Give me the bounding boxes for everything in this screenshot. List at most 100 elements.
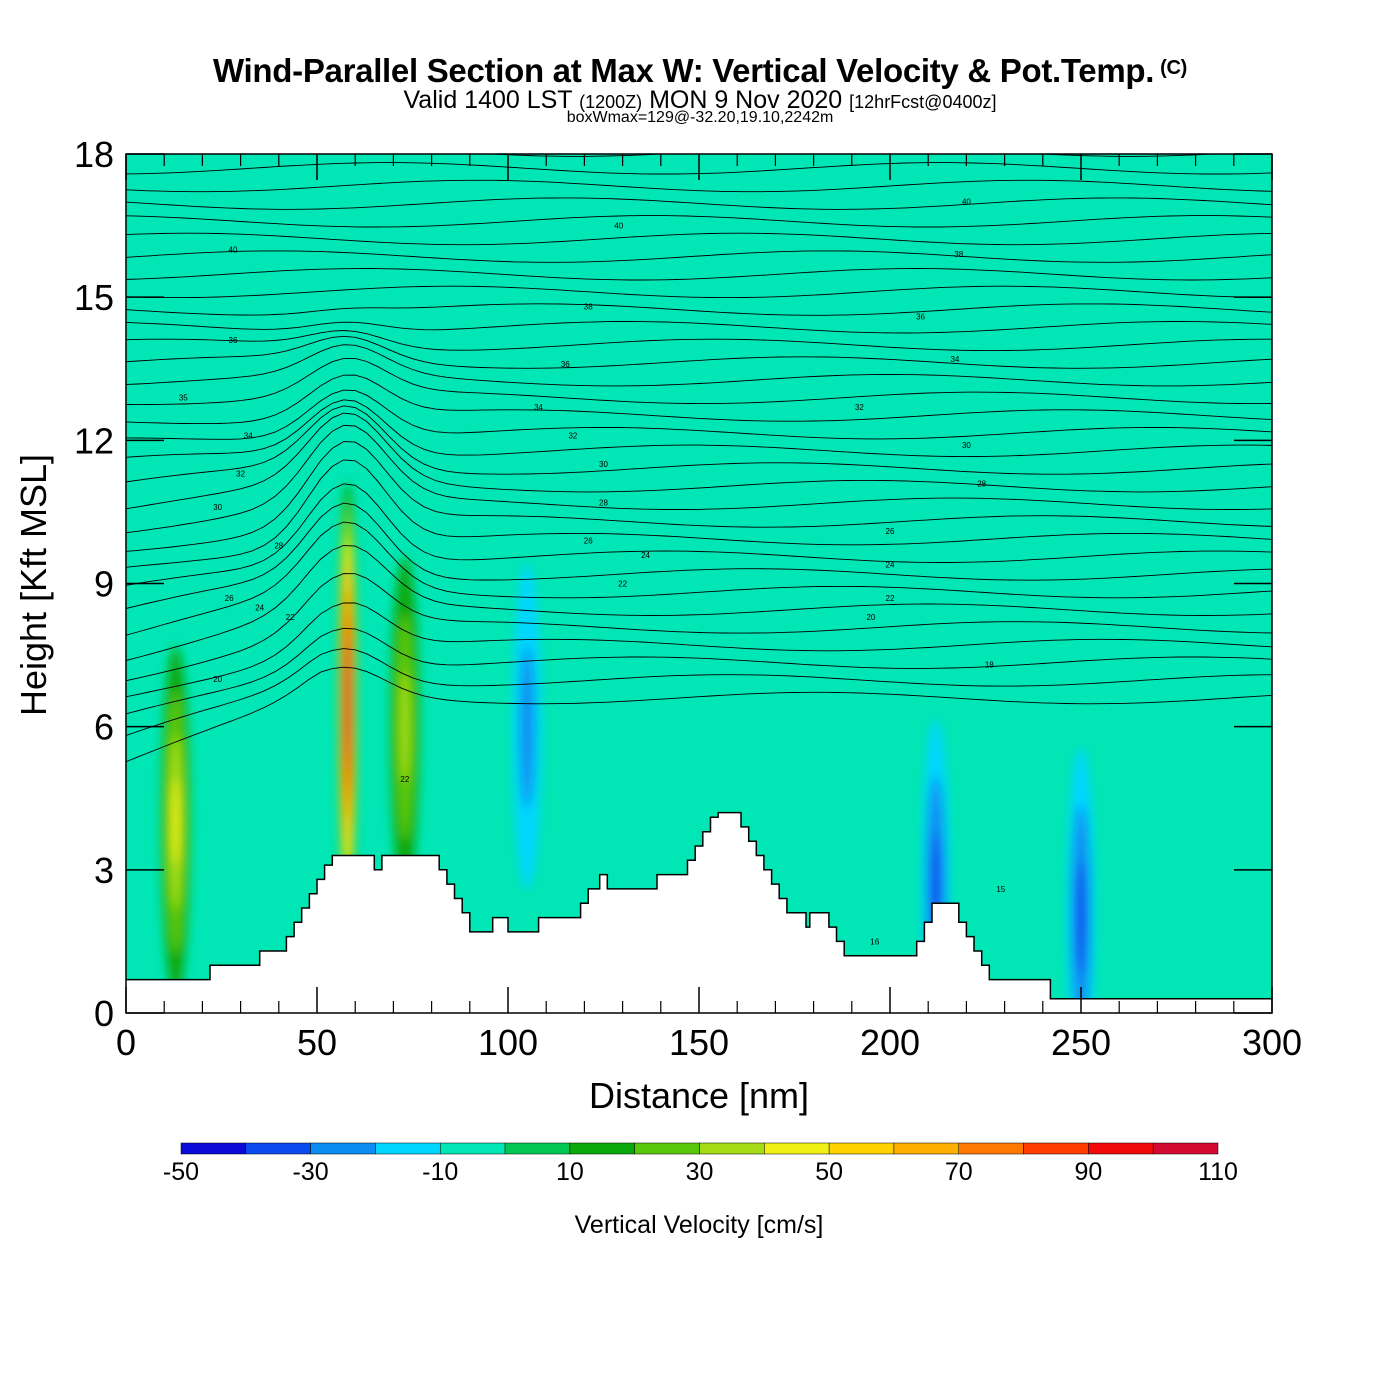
colorbar-swatch bbox=[245, 1142, 311, 1155]
isentrope-line bbox=[126, 602, 1272, 698]
isentrope-line bbox=[126, 357, 1272, 406]
isentrope-line bbox=[126, 399, 1272, 458]
isentrope-line bbox=[126, 666, 1272, 763]
contour-label: 40 bbox=[614, 222, 623, 231]
valid-time-utc: (1200Z) bbox=[579, 92, 643, 112]
colorbar-tick-label: -30 bbox=[293, 1158, 329, 1186]
w-feature bbox=[161, 646, 190, 998]
contour-label: 40 bbox=[229, 245, 238, 254]
contour-label: 32 bbox=[855, 403, 864, 412]
isentrope-line bbox=[126, 441, 1272, 552]
colorbar-swatch bbox=[1023, 1142, 1089, 1155]
colorbar-tick-label: 50 bbox=[815, 1158, 843, 1186]
isentrope-line bbox=[126, 330, 1272, 352]
valid-time: Valid 1400 LST bbox=[403, 86, 573, 114]
colorbar-swatch bbox=[1088, 1142, 1154, 1155]
contour-label: 34 bbox=[244, 432, 253, 441]
box-wmax-stat: boxWmax=129@-32.20,19.10,2242m bbox=[566, 109, 834, 126]
contour-label: 30 bbox=[599, 460, 608, 469]
chart-title-text: Wind-Parallel Section at Max W: Vertical… bbox=[213, 52, 1155, 89]
contour-label: 32 bbox=[568, 432, 577, 441]
x-tick-label: 250 bbox=[1051, 1022, 1111, 1063]
w-feature bbox=[1066, 747, 1096, 1013]
w-contour-fill bbox=[172, 778, 180, 867]
x-tick-label: 0 bbox=[116, 1022, 136, 1063]
isentrope-line bbox=[126, 648, 1272, 736]
contour-label: 20 bbox=[866, 613, 875, 622]
contour-label: 24 bbox=[255, 603, 264, 612]
contour-label: 30 bbox=[213, 503, 222, 512]
valid-date: MON 9 Nov 2020 bbox=[649, 86, 843, 114]
contour-label: 22 bbox=[286, 613, 295, 622]
isentrope-line bbox=[126, 303, 1272, 316]
colorbar-swatch bbox=[828, 1142, 895, 1155]
colorbar-tick-label: 70 bbox=[945, 1158, 973, 1186]
colorbar-swatch bbox=[958, 1142, 1024, 1155]
isentrope-line bbox=[126, 321, 1272, 334]
contour-labels: 40 40 40 38 38 36 36 36 35 34 34 34 32 32 32 30 30 30 28 28… bbox=[179, 198, 1006, 947]
x-axis: 0 50 100 150 200 250 300 bbox=[116, 154, 1302, 1063]
isentrope-line bbox=[126, 502, 1272, 609]
contour-label: 36 bbox=[229, 336, 238, 345]
x-tick-label: 200 bbox=[860, 1022, 920, 1063]
contour-label: 16 bbox=[870, 937, 879, 946]
colorbar-swatch bbox=[569, 1142, 635, 1155]
isentrope-line bbox=[126, 389, 1272, 440]
contour-label: 36 bbox=[916, 312, 925, 321]
contour-label: 32 bbox=[236, 470, 245, 479]
isentrope-line bbox=[126, 232, 1272, 246]
contour-label: 38 bbox=[954, 250, 963, 259]
colorbar-swatch bbox=[310, 1142, 376, 1155]
isentrope-line bbox=[126, 573, 1272, 682]
colorbar: -50 -30 -10 10 30 50 70 90 110 bbox=[163, 1142, 1238, 1186]
colorbar-tick-label: -50 bbox=[163, 1158, 199, 1186]
isentrope-line bbox=[126, 285, 1272, 299]
forecast-info: [12hrFcst@0400z] bbox=[849, 92, 997, 112]
contour-label: 22 bbox=[886, 594, 895, 603]
isentrope-line bbox=[126, 545, 1272, 661]
contour-label: 24 bbox=[641, 551, 650, 560]
isentrope-line bbox=[126, 627, 1272, 715]
contour-label: 38 bbox=[584, 303, 593, 312]
contour-label: 28 bbox=[977, 479, 986, 488]
contour-label: 34 bbox=[534, 403, 543, 412]
colorbar-tick-label: 90 bbox=[1074, 1158, 1102, 1186]
contour-label: 26 bbox=[886, 527, 895, 536]
w-contour-fill bbox=[520, 644, 535, 809]
x-tick-label: 50 bbox=[297, 1022, 337, 1063]
contour-label: 28 bbox=[599, 498, 608, 507]
colorbar-label: Vertical Velocity [cm/s] bbox=[575, 1211, 824, 1239]
x-tick-label: 150 bbox=[669, 1022, 729, 1063]
chart-title: Wind-Parallel Section at Max W: Vertical… bbox=[0, 52, 1400, 90]
contour-label: 15 bbox=[996, 885, 1005, 894]
isentrope-line bbox=[126, 215, 1272, 228]
y-tick-label: 12 bbox=[74, 420, 114, 461]
isentrope-line bbox=[126, 405, 1272, 483]
colorbar-tick-label: 30 bbox=[686, 1158, 714, 1186]
x-tick-label: 300 bbox=[1242, 1022, 1302, 1063]
y-tick-label: 18 bbox=[74, 134, 114, 175]
isentrope-line bbox=[126, 250, 1272, 263]
contour-label: 26 bbox=[225, 594, 234, 603]
contour-label: 34 bbox=[950, 355, 959, 364]
w-contour-fill bbox=[400, 670, 410, 784]
y-tick-label: 15 bbox=[74, 277, 114, 318]
contour-label: 20 bbox=[213, 675, 222, 684]
colorbar-swatch bbox=[180, 1142, 247, 1155]
colorbar-swatch bbox=[1152, 1142, 1219, 1155]
isentrope-line bbox=[126, 521, 1272, 636]
colorbar-swatch bbox=[893, 1142, 959, 1155]
colorbar-swatch bbox=[699, 1142, 765, 1155]
terrain-outline bbox=[126, 811, 1272, 1000]
y-tick-label: 0 bbox=[94, 993, 114, 1034]
isentrope-line bbox=[126, 483, 1272, 586]
isentrope-line bbox=[126, 374, 1272, 425]
contour-label: 36 bbox=[561, 360, 570, 369]
w-contour-fill bbox=[344, 684, 351, 722]
x-axis-label: Distance [nm] bbox=[589, 1075, 809, 1116]
isentrope-line bbox=[126, 197, 1272, 210]
contour-label: 22 bbox=[618, 580, 627, 589]
plot-area: 40 40 40 38 38 36 36 36 35 34 34 34 32 32 32 30 30 30 28 28… bbox=[126, 154, 1272, 1013]
chart-subtitle: Valid 1400 LST (1200Z) MON 9 Nov 2020 [1… bbox=[0, 86, 1400, 115]
